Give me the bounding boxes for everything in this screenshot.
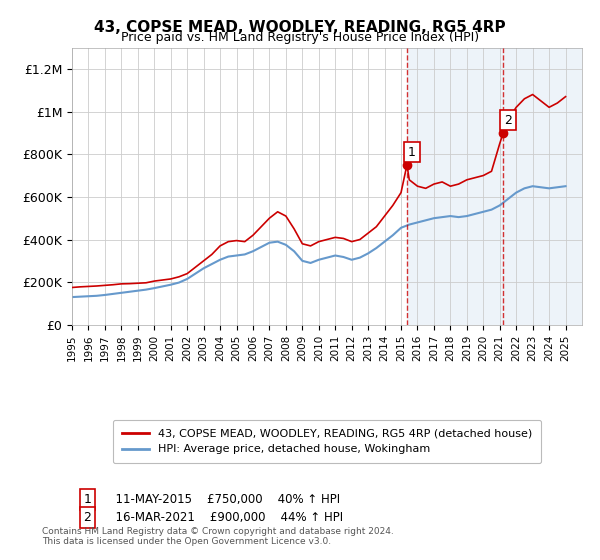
Text: 1: 1 — [83, 493, 91, 506]
Text: 2: 2 — [504, 114, 512, 127]
Legend: 43, COPSE MEAD, WOODLEY, READING, RG5 4RP (detached house), HPI: Average price, : 43, COPSE MEAD, WOODLEY, READING, RG5 4R… — [113, 420, 541, 463]
Text: 16-MAR-2021    £900,000    44% ↑ HPI: 16-MAR-2021 £900,000 44% ↑ HPI — [108, 511, 343, 524]
Text: Price paid vs. HM Land Registry's House Price Index (HPI): Price paid vs. HM Land Registry's House … — [121, 31, 479, 44]
Bar — [407, 48, 582, 325]
Text: 1: 1 — [408, 146, 416, 158]
Text: 43, COPSE MEAD, WOODLEY, READING, RG5 4RP: 43, COPSE MEAD, WOODLEY, READING, RG5 4R… — [94, 20, 506, 35]
Text: 2: 2 — [83, 511, 91, 524]
Text: Contains HM Land Registry data © Crown copyright and database right 2024.
This d: Contains HM Land Registry data © Crown c… — [42, 526, 394, 546]
Text: 11-MAY-2015    £750,000    40% ↑ HPI: 11-MAY-2015 £750,000 40% ↑ HPI — [108, 493, 340, 506]
